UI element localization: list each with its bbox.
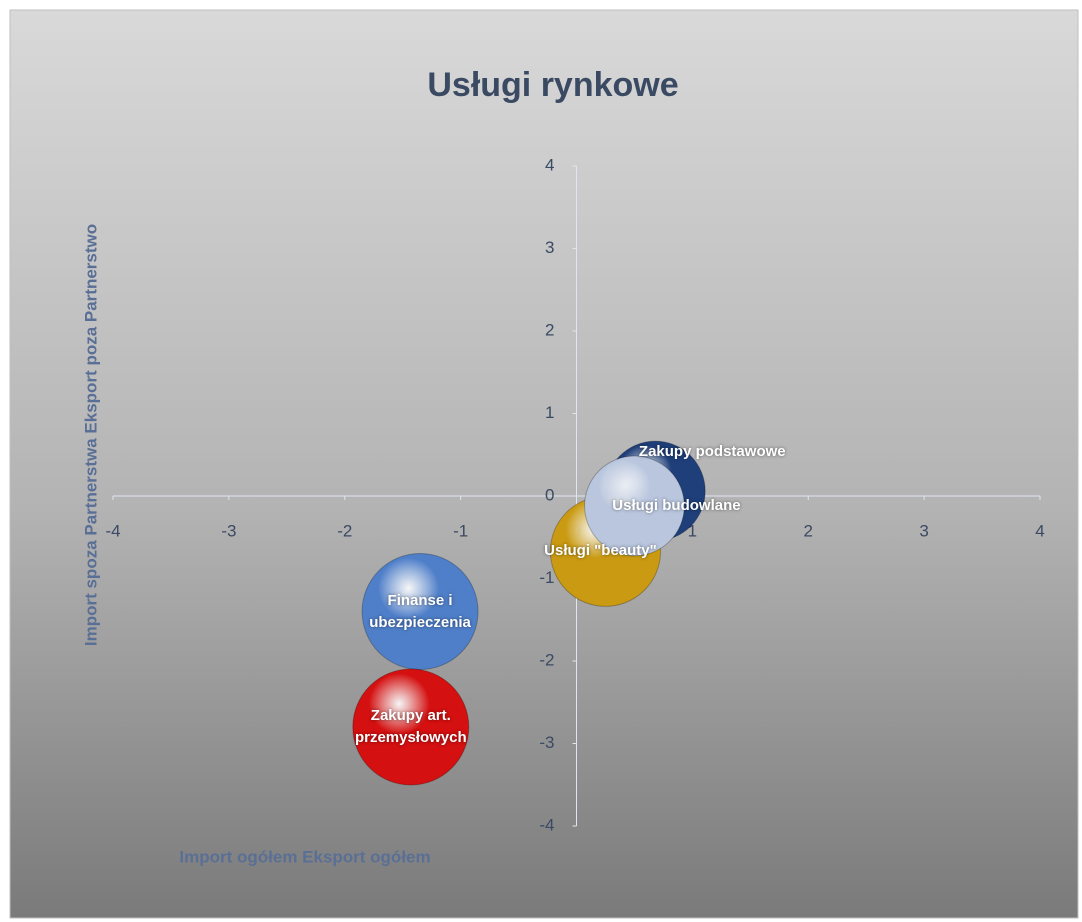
bubble-label: Zakupy art. przemysłowych <box>354 707 467 746</box>
chart-background <box>9 9 1079 919</box>
x-tick-label: -3 <box>221 521 236 540</box>
y-tick-label: 3 <box>545 238 554 257</box>
bubble <box>352 668 470 786</box>
bubble <box>584 455 685 557</box>
x-tick-label: -2 <box>337 521 352 540</box>
x-tick-label: -1 <box>453 521 468 540</box>
y-tick-label: 0 <box>545 485 554 504</box>
bubble <box>361 553 479 670</box>
x-tick-label: 4 <box>1035 521 1044 540</box>
y-axis-title: Import spoza Partnerstwa Eksport poza Pa… <box>81 224 100 646</box>
x-tick-label: 2 <box>804 521 813 540</box>
x-tick-label: 3 <box>919 521 928 540</box>
x-tick-label: 1 <box>688 521 697 540</box>
y-tick-label: -2 <box>539 650 554 669</box>
y-tick-label: 4 <box>545 155 554 174</box>
bubble-label: Zakupy podstawowe <box>638 443 786 461</box>
y-tick-label: 2 <box>545 320 554 339</box>
chart-title: Usługi rynkowe <box>427 66 678 104</box>
y-tick-label: -1 <box>539 568 554 587</box>
bubble-label: Finanse i ubezpieczenia <box>369 591 471 631</box>
bubble-label: Usługi budowlane <box>612 496 741 514</box>
bubble-label: Usługi "beauty" <box>544 542 657 560</box>
x-axis-title: Import ogółem Eksport ogółem <box>179 847 430 866</box>
y-tick-label: -3 <box>539 733 554 752</box>
y-tick-label: -4 <box>539 815 554 834</box>
y-tick-label: 1 <box>545 403 554 422</box>
x-tick-label: -4 <box>105 521 120 540</box>
